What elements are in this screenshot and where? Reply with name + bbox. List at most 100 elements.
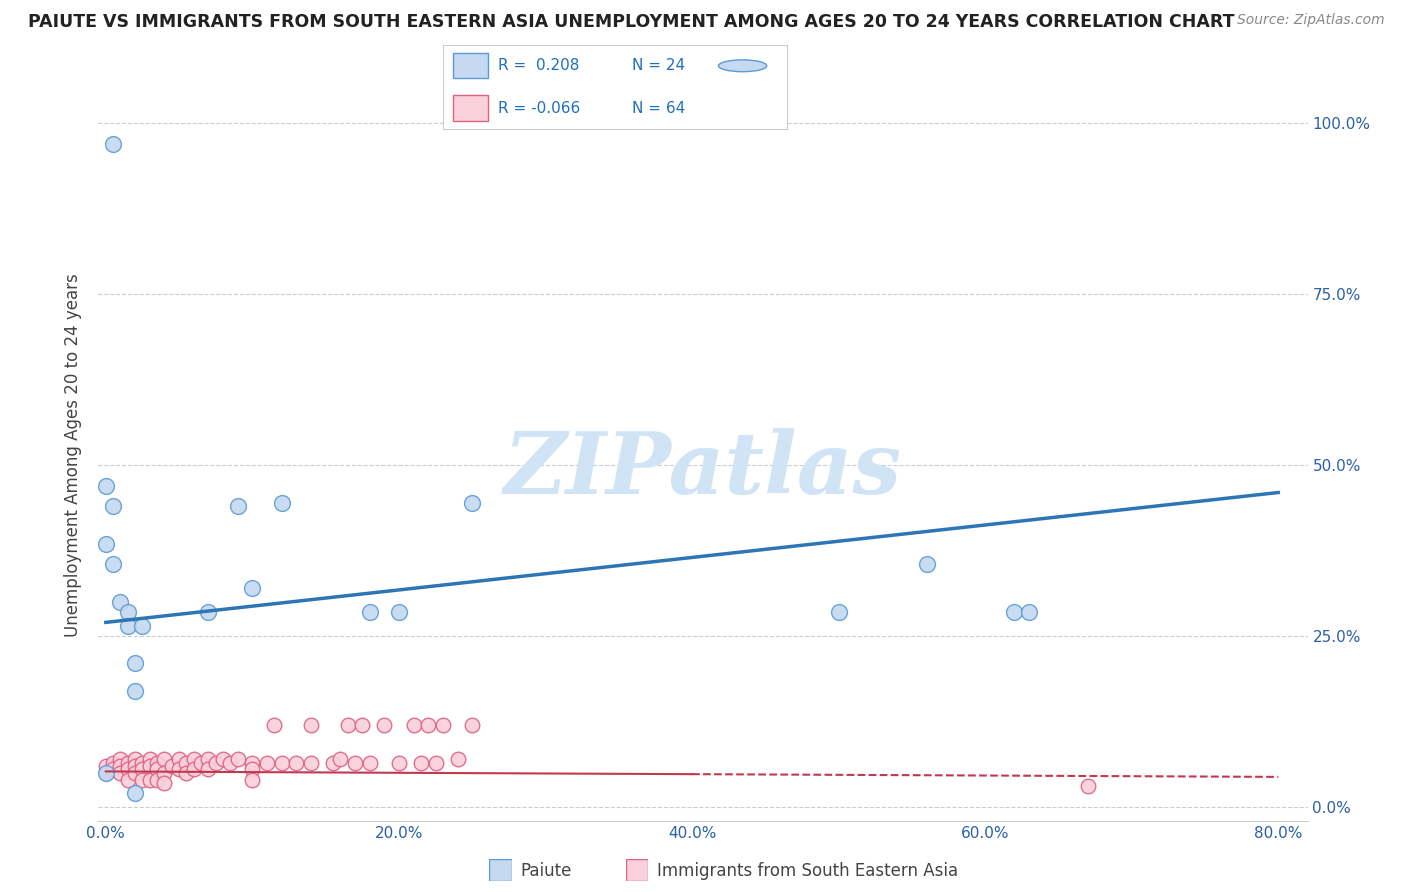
Point xyxy=(153,752,176,766)
Point xyxy=(343,756,366,770)
Text: N = 64: N = 64 xyxy=(633,101,686,116)
Point xyxy=(299,718,322,732)
Point xyxy=(153,765,176,780)
Point xyxy=(359,605,381,619)
Text: R =  0.208: R = 0.208 xyxy=(498,58,579,73)
Text: Paiute: Paiute xyxy=(520,862,572,880)
Point xyxy=(359,756,381,770)
Point xyxy=(94,765,117,780)
Point xyxy=(131,772,153,787)
Point xyxy=(117,756,139,770)
Point xyxy=(915,558,938,572)
Point xyxy=(176,765,198,780)
Point xyxy=(263,718,285,732)
Point xyxy=(110,595,132,609)
Point xyxy=(110,765,132,780)
Point xyxy=(402,718,425,732)
Point xyxy=(1077,780,1099,794)
Point xyxy=(160,759,183,773)
Point xyxy=(256,756,278,770)
Point xyxy=(827,605,849,619)
Point xyxy=(432,718,454,732)
Point xyxy=(124,765,146,780)
Point xyxy=(101,136,124,151)
Point xyxy=(110,752,132,766)
Point xyxy=(167,752,190,766)
Point xyxy=(461,496,484,510)
Point xyxy=(117,619,139,633)
Point xyxy=(117,605,139,619)
Point xyxy=(146,763,169,777)
Point xyxy=(131,619,153,633)
Point xyxy=(101,756,124,770)
Point xyxy=(270,756,292,770)
Point xyxy=(124,759,146,773)
Point xyxy=(425,756,447,770)
Text: Immigrants from South Eastern Asia: Immigrants from South Eastern Asia xyxy=(657,862,957,880)
Point xyxy=(388,605,411,619)
Point xyxy=(146,756,169,770)
Point xyxy=(240,763,263,777)
Point xyxy=(226,499,249,513)
Point xyxy=(94,478,117,492)
Point xyxy=(219,756,242,770)
Point xyxy=(240,772,263,787)
Point xyxy=(117,772,139,787)
Point xyxy=(101,499,124,513)
Point xyxy=(183,752,205,766)
Point xyxy=(124,657,146,671)
Point xyxy=(240,756,263,770)
Point xyxy=(110,759,132,773)
Point xyxy=(183,763,205,777)
Point xyxy=(299,756,322,770)
Point xyxy=(212,752,235,766)
Point xyxy=(167,763,190,777)
Point xyxy=(285,756,308,770)
Text: ZIPatlas: ZIPatlas xyxy=(503,428,903,511)
Point xyxy=(352,718,374,732)
Point xyxy=(153,776,176,790)
Point xyxy=(204,756,226,770)
Point xyxy=(197,605,219,619)
Point xyxy=(176,756,198,770)
Text: PAIUTE VS IMMIGRANTS FROM SOUTH EASTERN ASIA UNEMPLOYMENT AMONG AGES 20 TO 24 YE: PAIUTE VS IMMIGRANTS FROM SOUTH EASTERN … xyxy=(28,13,1234,31)
Point xyxy=(117,763,139,777)
Bar xyxy=(453,54,488,78)
Point xyxy=(197,752,219,766)
Point xyxy=(270,496,292,510)
Bar xyxy=(453,95,488,120)
Point xyxy=(94,537,117,551)
Circle shape xyxy=(718,60,766,71)
Point xyxy=(101,558,124,572)
Point xyxy=(124,786,146,800)
Text: Source: ZipAtlas.com: Source: ZipAtlas.com xyxy=(1237,13,1385,28)
Point xyxy=(336,718,359,732)
Point xyxy=(1018,605,1040,619)
Point xyxy=(124,683,146,698)
Point xyxy=(138,772,160,787)
Text: R = -0.066: R = -0.066 xyxy=(498,101,581,116)
Point xyxy=(373,718,395,732)
Point xyxy=(461,718,484,732)
Point xyxy=(146,772,169,787)
Point xyxy=(101,763,124,777)
Point xyxy=(124,752,146,766)
Point xyxy=(446,752,468,766)
Point xyxy=(94,765,117,780)
Point xyxy=(388,756,411,770)
Point xyxy=(322,756,344,770)
Point xyxy=(94,759,117,773)
Point xyxy=(329,752,352,766)
Point xyxy=(197,763,219,777)
Point xyxy=(418,718,440,732)
Point xyxy=(409,756,432,770)
Point xyxy=(131,763,153,777)
Point xyxy=(190,756,212,770)
Y-axis label: Unemployment Among Ages 20 to 24 years: Unemployment Among Ages 20 to 24 years xyxy=(65,273,83,637)
Point xyxy=(131,756,153,770)
Point xyxy=(138,752,160,766)
Point xyxy=(1004,605,1026,619)
Point xyxy=(226,752,249,766)
Text: N = 24: N = 24 xyxy=(633,58,686,73)
Point xyxy=(240,581,263,595)
